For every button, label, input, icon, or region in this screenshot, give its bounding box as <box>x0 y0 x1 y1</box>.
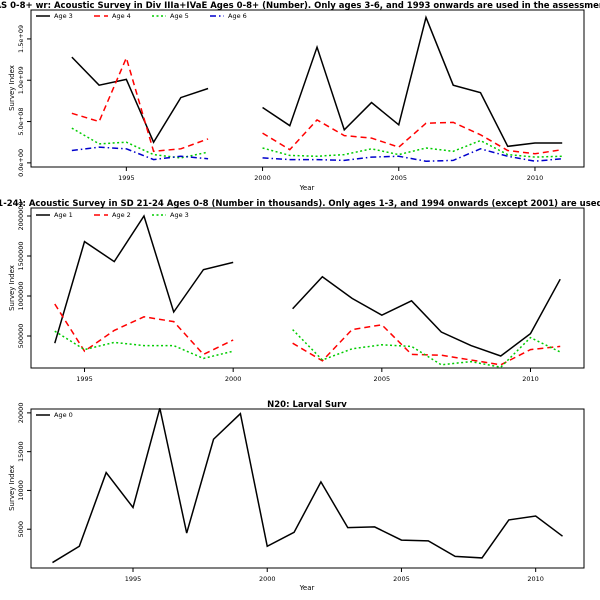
legend-label: Age 4 <box>112 12 131 20</box>
panel-n20-title: N20: Larval Surv <box>267 400 347 410</box>
legend-label: Age 2 <box>112 211 131 219</box>
panel-acoustic-plot-frame <box>30 207 585 369</box>
x-tick-label: 2005 <box>393 575 410 583</box>
series-line <box>262 118 563 155</box>
panel-heras-y-axis: 0.0e+00 5.0e+08 1.0e+09 1.5e+09 <box>17 25 31 177</box>
series-line <box>292 323 561 366</box>
panel-acoustic-series <box>54 214 561 369</box>
x-tick-label: 1995 <box>76 375 93 383</box>
series-line <box>54 330 234 360</box>
y-tick-label: 2000000 <box>17 202 25 231</box>
panel-n20-ylabel: Survey Index <box>8 465 16 511</box>
y-tick-label: 5.0e+08 <box>17 108 25 136</box>
x-tick-label: 2005 <box>390 174 407 182</box>
panel-heras-series <box>71 15 563 162</box>
series-line <box>54 303 234 356</box>
x-tick-label: 2000 <box>254 174 271 182</box>
series-line <box>292 329 561 369</box>
panel-n20-plot-frame <box>30 408 585 569</box>
panel-n20-xlabel: Year <box>299 584 315 592</box>
panel-heras-legend: Age 3 Age 4 Age 5 Age 6 <box>36 12 247 20</box>
y-tick-label: 5000 <box>17 521 25 538</box>
series-line <box>52 408 563 564</box>
series-line <box>262 139 563 158</box>
y-tick-label: 10000 <box>17 480 25 501</box>
series-line <box>71 146 209 161</box>
legend-label: Age 3 <box>54 12 73 20</box>
panel-acoustic-title: D 21-24): Acoustic Survey in SD 21-24 Ag… <box>0 199 600 209</box>
y-tick-label: 1000000 <box>17 282 25 311</box>
y-tick-label: 1500000 <box>17 242 25 271</box>
y-tick-label: 15000 <box>17 441 25 462</box>
panel-acoustic-x-axis: 1995 2000 2005 2010 <box>76 368 539 383</box>
x-tick-label: 1995 <box>118 174 135 182</box>
x-tick-label: 2010 <box>527 174 544 182</box>
legend-label: Age 1 <box>54 211 73 219</box>
y-tick-label: 1.0e+09 <box>17 66 25 94</box>
legend-label: Age 0 <box>54 411 73 419</box>
panel-n20-legend: Age 0 <box>36 411 73 419</box>
legend-label: Age 6 <box>228 12 247 20</box>
x-tick-label: 2000 <box>225 375 242 383</box>
panel-heras-ylabel: Survey Index <box>8 65 16 111</box>
panel-acoustic-legend: Age 1 Age 2 Age 3 <box>36 211 189 219</box>
legend-label: Age 5 <box>170 12 189 20</box>
series-line <box>54 214 234 344</box>
legend-label: Age 3 <box>170 211 189 219</box>
x-tick-label: 2005 <box>374 375 391 383</box>
series-line <box>292 275 561 357</box>
panel-heras: HERAS 0-8+ wr: Acoustic Survey in Div II… <box>0 1 600 192</box>
panel-heras-plot-frame <box>30 9 585 168</box>
panel-heras-title: HERAS 0-8+ wr: Acoustic Survey in Div II… <box>0 1 600 11</box>
x-tick-label: 2010 <box>527 575 544 583</box>
y-tick-label: 500000 <box>17 324 25 349</box>
x-tick-label: 2010 <box>522 375 539 383</box>
panel-acoustic-ylabel: Survey Index <box>8 265 16 311</box>
panel-heras-x-axis: 1995 2000 2005 2010 <box>118 167 543 182</box>
series-line <box>262 15 563 148</box>
series-line <box>71 56 209 144</box>
x-tick-label: 2000 <box>259 575 276 583</box>
panel-n20-larval: N20: Larval Surv Age 0 1995 2000 2005 2010 … <box>8 400 585 592</box>
series-line <box>71 127 209 159</box>
panel-heras-xlabel: Year <box>299 184 315 192</box>
y-tick-label: 0.0e+00 <box>17 149 25 177</box>
y-tick-label: 20000 <box>17 403 25 424</box>
x-tick-label: 1995 <box>125 575 142 583</box>
panel-acoustic-sd21-24: D 21-24): Acoustic Survey in SD 21-24 Ag… <box>0 199 600 383</box>
panel-n20-y-axis: 5000 10000 15000 20000 <box>17 403 31 538</box>
y-tick-label: 1.5e+09 <box>17 25 25 53</box>
panel-n20-series <box>52 408 563 564</box>
series-line <box>71 55 209 153</box>
series-line <box>262 148 563 162</box>
panel-n20-x-axis: 1995 2000 2005 2010 <box>125 568 544 583</box>
panel-acoustic-y-axis: 500000 1000000 1500000 2000000 <box>17 202 31 349</box>
